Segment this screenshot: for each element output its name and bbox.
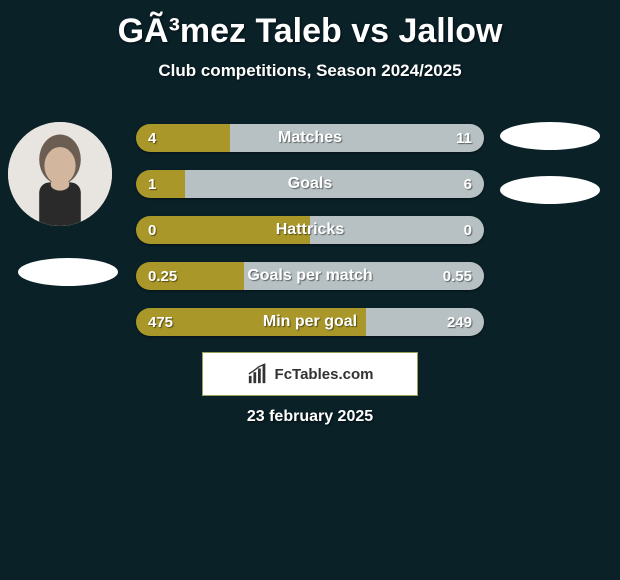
avatar-placeholder-icon: [8, 122, 112, 226]
footer-brand-text: FcTables.com: [275, 366, 374, 383]
player-left-flag: [18, 258, 118, 286]
stat-label: Goals: [136, 170, 484, 198]
stat-row: 475Min per goal249: [136, 308, 484, 336]
footer-brand-badge: FcTables.com: [202, 352, 418, 396]
stat-right-value: 6: [464, 170, 472, 198]
stat-row: 0.25Goals per match0.55: [136, 262, 484, 290]
subtitle: Club competitions, Season 2024/2025: [0, 61, 620, 81]
page-title: GÃ³mez Taleb vs Jallow: [0, 0, 620, 51]
stat-right-value: 0: [464, 216, 472, 244]
stat-row: 0Hattricks0: [136, 216, 484, 244]
stat-right-value: 249: [447, 308, 472, 336]
player-left-avatar: [8, 122, 112, 226]
stat-row: 4Matches11: [136, 124, 484, 152]
chart-icon: [247, 363, 269, 385]
stat-label: Hattricks: [136, 216, 484, 244]
stat-label: Min per goal: [136, 308, 484, 336]
comparison-bars: 4Matches11 1Goals6 0Hattricks0 0.25Goals pe…: [136, 124, 484, 354]
stat-right-value: 11: [456, 124, 472, 152]
stat-row: 1Goals6: [136, 170, 484, 198]
stat-label: Matches: [136, 124, 484, 152]
stat-label: Goals per match: [136, 262, 484, 290]
stat-right-value: 0.55: [443, 262, 472, 290]
player-right-flag-1: [500, 122, 600, 150]
player-right-flag-2: [500, 176, 600, 204]
date-text: 23 february 2025: [0, 408, 620, 426]
